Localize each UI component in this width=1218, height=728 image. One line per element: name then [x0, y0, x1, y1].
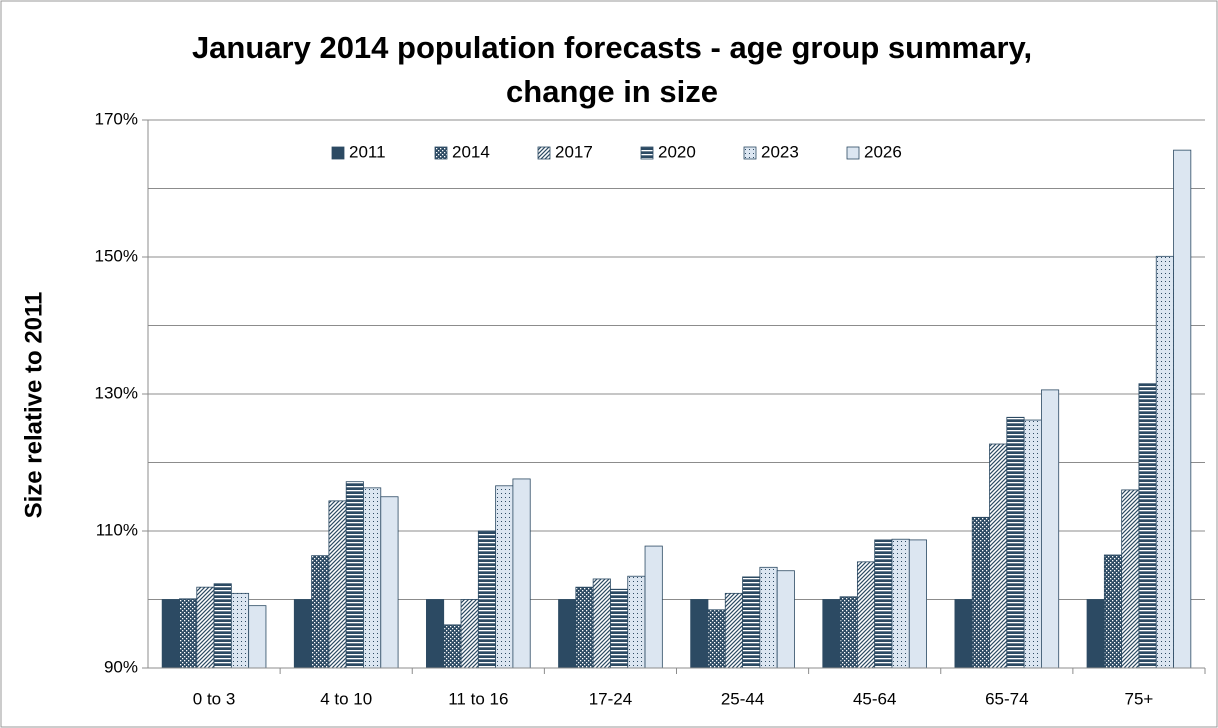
bar [558, 599, 577, 669]
bar [856, 561, 876, 669]
chart-title: change in size [506, 74, 718, 109]
x-tick-label: 25-44 [721, 689, 764, 708]
bar [1155, 255, 1174, 669]
legend-swatch [331, 146, 345, 160]
bar [293, 599, 312, 669]
bar [213, 583, 232, 669]
bar [759, 566, 778, 669]
chart-title: January 2014 population forecasts - age … [192, 30, 1032, 65]
x-tick-label: 4 to 10 [320, 689, 372, 708]
x-tick-label: 17-24 [589, 689, 632, 708]
legend-label: 2014 [452, 142, 490, 161]
bar [1006, 416, 1025, 669]
bar [627, 575, 646, 669]
bar [1041, 389, 1060, 669]
bar [1121, 489, 1140, 669]
bar [495, 485, 514, 669]
bar [776, 570, 795, 669]
bar [460, 599, 479, 669]
legend-swatch [743, 146, 757, 160]
y-axis-label: Size relative to 2011 [20, 292, 47, 519]
bar [1173, 149, 1192, 669]
legend-label: 2011 [349, 142, 386, 161]
legend-label: 2023 [761, 142, 799, 161]
bar [1086, 599, 1105, 669]
bar [345, 481, 364, 669]
y-tick-label: 90% [104, 657, 138, 676]
y-tick-label: 170% [95, 109, 138, 128]
bar [477, 530, 497, 669]
bar [690, 599, 709, 669]
bar [230, 592, 250, 669]
legend-swatch [846, 146, 860, 160]
bar [610, 588, 629, 669]
bar [426, 599, 445, 669]
bar [908, 539, 927, 669]
legend-label: 2020 [658, 142, 696, 161]
x-tick-label: 65-74 [985, 689, 1028, 708]
bar [707, 609, 726, 669]
bar [196, 586, 215, 669]
bar [742, 576, 761, 669]
legend-swatch [434, 146, 448, 160]
bar [443, 624, 462, 669]
x-tick-label: 11 to 16 [448, 689, 508, 708]
x-tick-label: 75+ [1125, 689, 1154, 708]
bar [989, 443, 1008, 669]
bar [822, 599, 841, 669]
bar [1138, 383, 1157, 669]
legend-label: 2017 [555, 142, 593, 161]
bar [954, 599, 973, 669]
bar [575, 586, 594, 669]
legend-label: 2026 [864, 142, 902, 161]
bar [891, 538, 910, 669]
bar [839, 596, 858, 669]
bar [644, 545, 663, 669]
y-tick-label: 150% [95, 246, 138, 265]
x-tick-label: 45-64 [853, 689, 896, 708]
bar [592, 578, 611, 669]
bar [971, 516, 990, 669]
bar [1103, 554, 1123, 669]
bar [512, 478, 531, 669]
legend-swatch [640, 146, 654, 160]
bar [248, 605, 267, 669]
y-tick-label: 110% [96, 520, 138, 539]
bar [874, 539, 893, 669]
bar [179, 598, 198, 669]
legend-swatch [537, 146, 551, 160]
bar [1023, 419, 1042, 669]
y-tick-label: 130% [95, 383, 138, 402]
bar [328, 500, 347, 669]
x-tick-label: 0 to 3 [193, 689, 236, 708]
bar [161, 599, 180, 669]
bar [724, 592, 743, 669]
bar [380, 496, 399, 669]
bar [363, 487, 382, 669]
bar [311, 555, 330, 669]
